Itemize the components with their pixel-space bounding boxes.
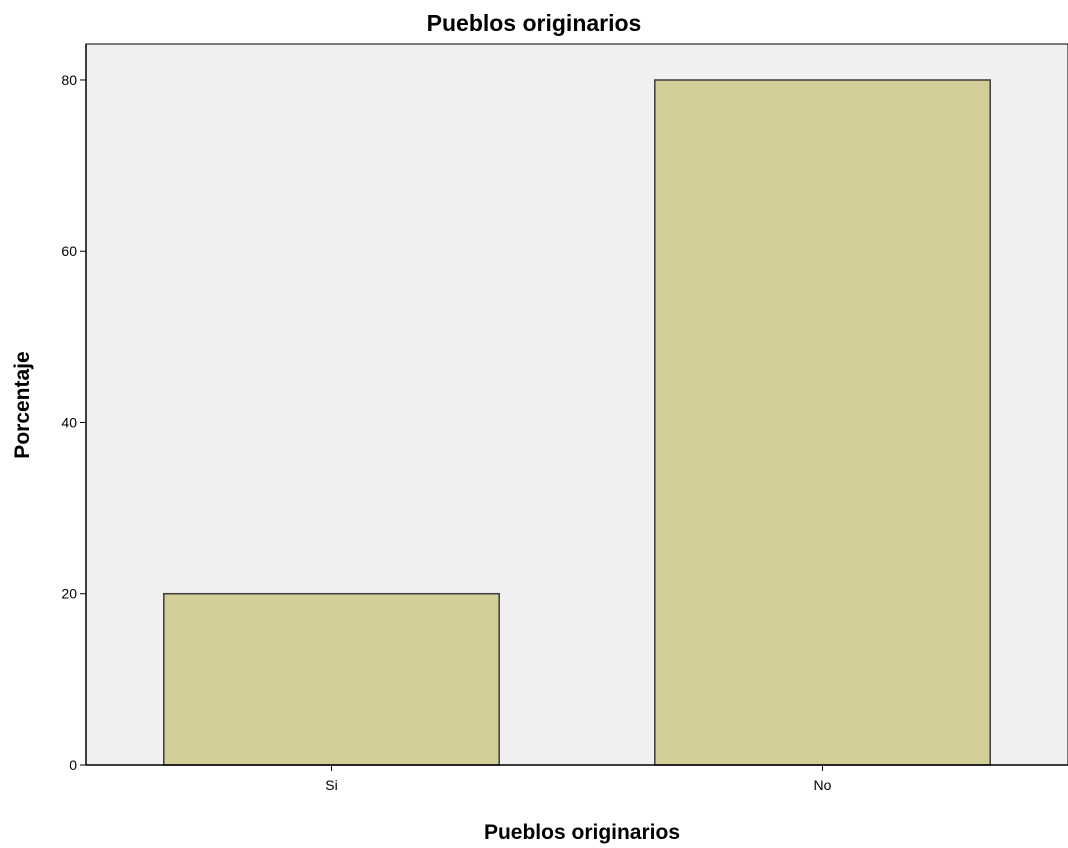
- y-axis-title: Porcentaje: [11, 351, 34, 458]
- y-tick-label: 20: [61, 586, 77, 602]
- y-tick-label: 60: [61, 243, 77, 259]
- x-tick-label: Si: [325, 777, 337, 793]
- y-tick-label: 0: [69, 757, 77, 773]
- x-tick-label: No: [814, 777, 832, 793]
- y-tick-label: 40: [61, 414, 77, 430]
- bar-si: [163, 592, 500, 766]
- y-ticks-group: 0 20 40 60 80: [61, 72, 86, 773]
- chart-title: Pueblos originarios: [427, 10, 642, 36]
- x-ticks-group: Si No: [325, 765, 832, 793]
- x-axis-title: Pueblos originarios: [484, 821, 680, 844]
- y-tick-label: 80: [61, 72, 77, 88]
- bar-no: [654, 79, 991, 766]
